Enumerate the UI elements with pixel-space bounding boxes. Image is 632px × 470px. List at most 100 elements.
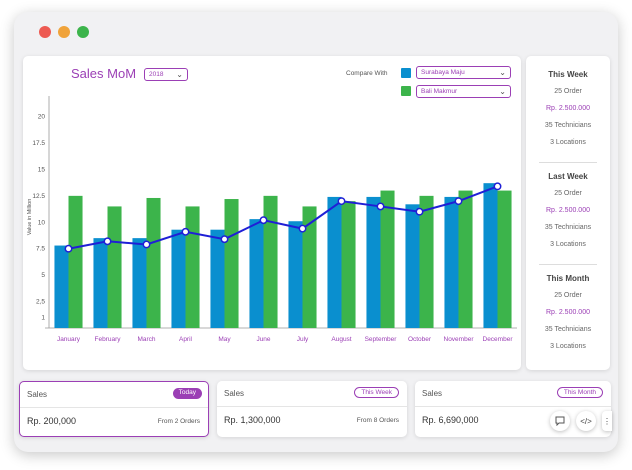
trend-point xyxy=(259,216,268,225)
app-window: Sales MoM 2018 ⌄ Compare With Surabaya M… xyxy=(14,12,618,452)
y-tick-label: 5 xyxy=(41,272,45,279)
divider xyxy=(539,264,597,265)
x-tick-label: November xyxy=(444,336,475,343)
trend-line xyxy=(68,185,498,250)
window-close-button[interactable] xyxy=(39,26,51,38)
window-minimize-button[interactable] xyxy=(58,26,70,38)
bar-green xyxy=(68,195,83,328)
sales-card-today[interactable]: Sales Today Rp. 200,000 From 2 Orders xyxy=(19,381,209,437)
chevron-down-icon: ⌄ xyxy=(499,68,506,77)
stat-orders: 25 Order xyxy=(554,292,582,299)
chart-title: Sales MoM xyxy=(71,66,137,81)
y-tick-label: 17.5 xyxy=(32,140,45,147)
x-tick-label: June xyxy=(256,336,270,343)
period-badge-today[interactable]: Today xyxy=(172,388,202,399)
x-tick-label: September xyxy=(365,336,398,343)
y-tick-label: 1 xyxy=(41,314,45,321)
bar-green xyxy=(107,206,122,328)
divider xyxy=(217,406,407,407)
bar-green xyxy=(263,195,278,328)
sales-amount: Rp. 200,000 xyxy=(27,416,77,426)
y-axis-label: Value in Million xyxy=(27,199,33,236)
x-tick-label: July xyxy=(297,336,309,343)
window-maximize-button[interactable] xyxy=(77,26,89,38)
trend-point xyxy=(298,224,307,233)
chevron-down-icon: ⌄ xyxy=(499,87,506,96)
y-tick-label: 10 xyxy=(38,219,46,226)
trend-point xyxy=(64,244,73,253)
sales-label: Sales xyxy=(422,389,443,398)
sales-orders: From 8 Orders xyxy=(356,417,399,424)
stat-locations: 3 Locations xyxy=(550,343,586,350)
bar-blue xyxy=(171,229,186,328)
y-tick-label: 15 xyxy=(38,166,46,173)
code-icon[interactable]: </> xyxy=(576,411,596,431)
trend-point xyxy=(181,227,190,236)
stat-technicians: 35 Technicians xyxy=(544,224,592,231)
stat-block-this-month: This Month 25 Order Rp. 2.500.000 35 Tec… xyxy=(526,274,610,360)
bar-blue xyxy=(210,229,225,328)
stat-locations: 3 Locations xyxy=(550,139,586,146)
bar-green xyxy=(302,206,317,328)
period-badge-this-week[interactable]: This Week xyxy=(354,387,399,398)
x-tick-label: April xyxy=(179,336,193,343)
stat-amount: Rp. 2.500.000 xyxy=(546,207,590,214)
stat-title: This Month xyxy=(546,274,590,283)
stat-title: Last Week xyxy=(548,172,588,181)
bar-green xyxy=(185,206,200,328)
bar-blue xyxy=(93,238,108,328)
chat-icon[interactable] xyxy=(550,411,570,431)
sales-card-this-week[interactable]: Sales This Week Rp. 1,300,000 From 8 Ord… xyxy=(217,381,407,437)
more-icon[interactable]: ⋮ xyxy=(602,411,612,431)
divider xyxy=(539,162,597,163)
y-tick-label: 12.5 xyxy=(32,193,45,200)
stat-block-last-week: Last Week 25 Order Rp. 2.500.000 35 Tech… xyxy=(526,172,610,258)
sales-amount: Rp. 6,690,000 xyxy=(422,415,479,425)
bar-blue xyxy=(366,196,381,328)
compare-select-2-value: Bali Makmur xyxy=(421,88,458,95)
sales-chart: 1 2,5 5 7.5 10 12.5 15 17.5 20 Value in Million Ja… xyxy=(27,96,517,343)
sales-orders: From 2 Orders xyxy=(157,418,200,425)
year-select-value: 2018 xyxy=(149,71,164,78)
stat-orders: 25 Order xyxy=(554,190,582,197)
stat-technicians: 35 Technicians xyxy=(544,122,592,129)
bar-blue xyxy=(132,238,147,328)
x-tick-label: August xyxy=(331,336,351,343)
trend-point xyxy=(454,197,463,206)
y-tick-label: 2,5 xyxy=(36,299,45,306)
bar-green xyxy=(341,201,356,328)
bar-blue xyxy=(54,245,69,328)
x-tick-label: October xyxy=(408,336,432,343)
y-tick-label: 20 xyxy=(38,114,46,121)
sales-amount: Rp. 1,300,000 xyxy=(224,415,281,425)
stat-locations: 3 Locations xyxy=(550,241,586,248)
legend-swatch-green xyxy=(401,86,411,96)
trend-point xyxy=(376,202,385,211)
legend-swatch-blue xyxy=(401,68,411,78)
stat-title: This Week xyxy=(548,70,588,79)
x-tick-label: February xyxy=(94,336,121,343)
chevron-down-icon: ⌄ xyxy=(176,70,183,79)
bar-green xyxy=(458,190,473,328)
compare-label: Compare With xyxy=(346,70,388,77)
stats-card: This Week 25 Order Rp. 2.500.000 35 Tech… xyxy=(526,56,610,370)
compare-select-2[interactable]: Bali Makmur ⌄ xyxy=(416,85,511,98)
bar-blue xyxy=(405,204,420,328)
bar-blue xyxy=(327,196,342,328)
stat-technicians: 35 Technicians xyxy=(544,326,592,333)
year-select[interactable]: 2018 ⌄ xyxy=(144,68,188,81)
bar-blue xyxy=(249,219,264,328)
bar-blue xyxy=(444,196,459,328)
trend-point xyxy=(142,240,151,249)
bar-green xyxy=(146,197,161,328)
trend-point xyxy=(415,207,424,216)
trend-point xyxy=(103,237,112,246)
compare-select-1[interactable]: Surabaya Maju ⌄ xyxy=(416,66,511,79)
code-glyph: </> xyxy=(580,416,592,426)
trend-point xyxy=(337,197,346,206)
stat-amount: Rp. 2.500.000 xyxy=(546,105,590,112)
sales-chart-card: Sales MoM 2018 ⌄ Compare With Surabaya M… xyxy=(23,56,521,370)
period-badge-this-month[interactable]: This Month xyxy=(556,387,603,398)
stat-block-this-week: This Week 25 Order Rp. 2.500.000 35 Tech… xyxy=(526,70,610,156)
x-tick-label: January xyxy=(57,336,81,343)
